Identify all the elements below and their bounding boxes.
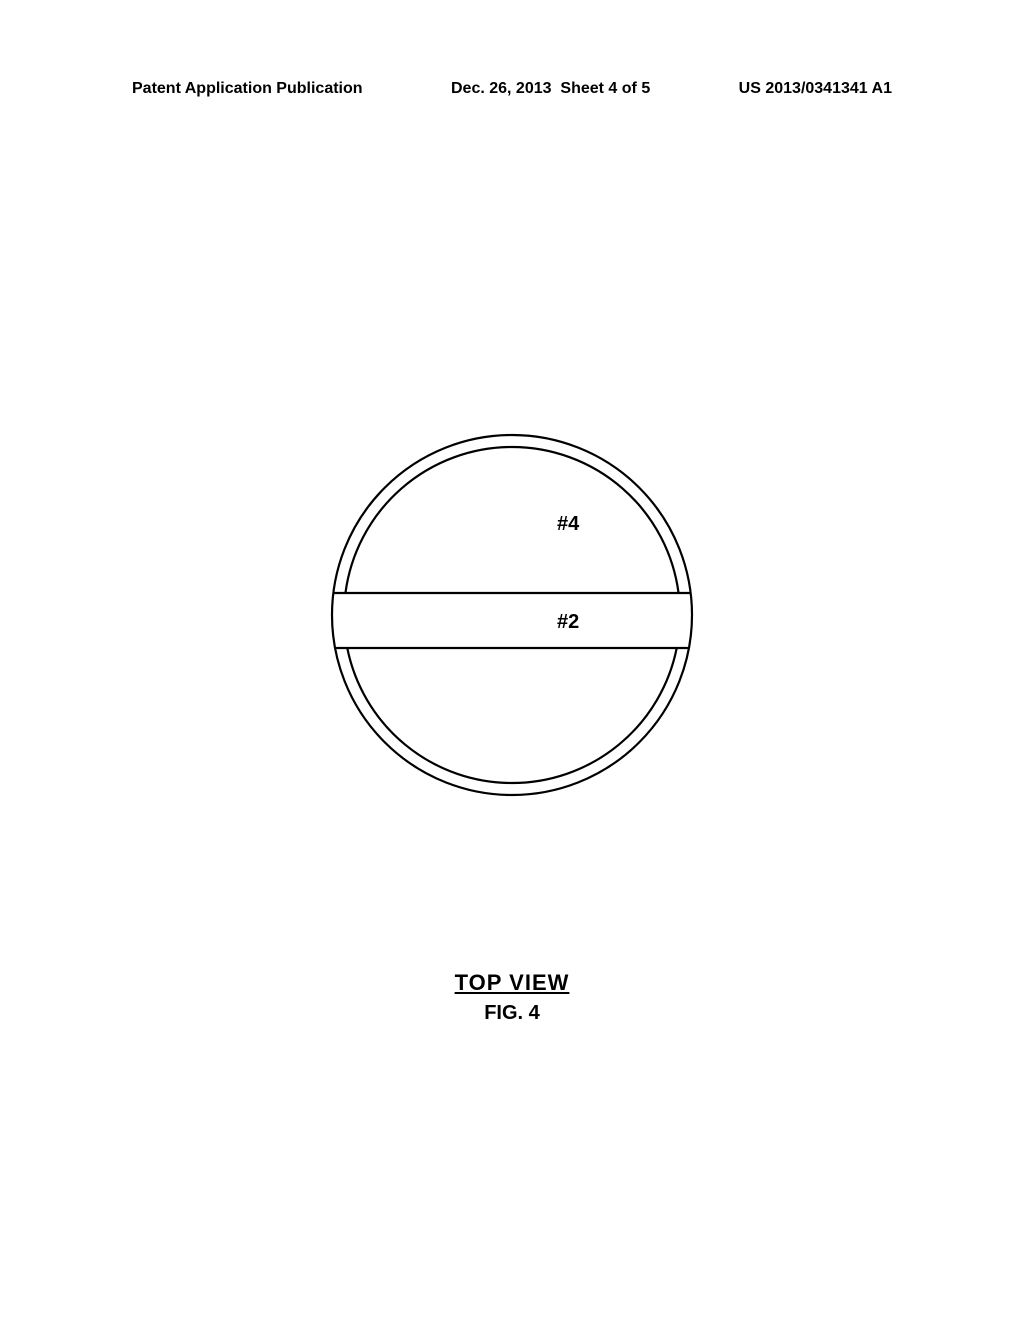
publication-label: Patent Application Publication <box>132 80 363 98</box>
label-2: #2 <box>557 611 579 633</box>
view-label: TOP VIEW <box>0 970 1024 996</box>
figure-container: #4 #2 <box>0 430 1024 805</box>
publication-date-sheet: Dec. 26, 2013 Sheet 4 of 5 <box>451 80 650 98</box>
figure-caption: TOP VIEW FIG. 4 <box>0 970 1024 1025</box>
page-header: Patent Application Publication Dec. 26, … <box>0 80 1024 98</box>
top-view-diagram: #4 #2 <box>327 430 697 805</box>
publication-number: US 2013/0341341 A1 <box>739 80 892 98</box>
sheet-number: Sheet 4 of 5 <box>560 80 650 97</box>
diagram-svg: #4 #2 <box>327 430 697 800</box>
figure-label: FIG. 4 <box>0 1002 1024 1025</box>
header-row: Patent Application Publication Dec. 26, … <box>132 80 892 98</box>
label-4: #4 <box>557 513 580 535</box>
page: Patent Application Publication Dec. 26, … <box>0 0 1024 1320</box>
pub-date: Dec. 26, 2013 <box>451 80 552 97</box>
